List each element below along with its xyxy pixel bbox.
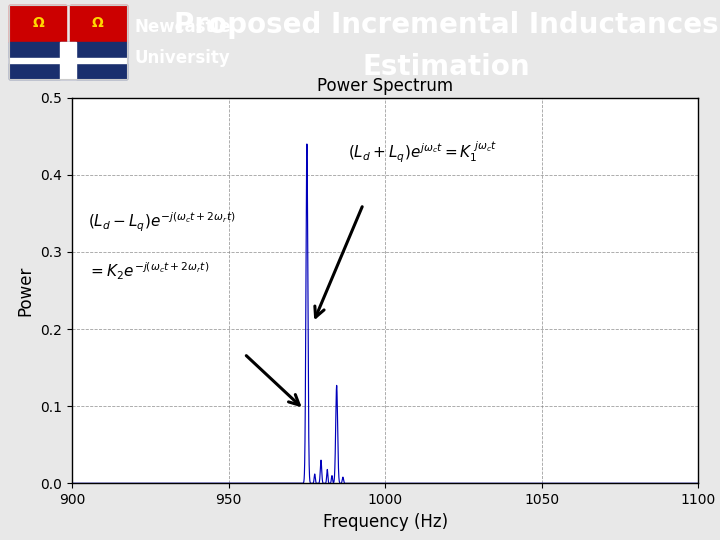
X-axis label: Frequency (Hz): Frequency (Hz) bbox=[323, 512, 448, 531]
Bar bbox=[71, 5, 127, 42]
Bar bbox=[9, 42, 127, 79]
Bar bbox=[9, 58, 127, 63]
Bar bbox=[60, 42, 76, 79]
Text: Ω: Ω bbox=[92, 16, 104, 30]
Bar bbox=[9, 5, 66, 42]
Text: Ω: Ω bbox=[32, 16, 44, 30]
Text: University: University bbox=[135, 49, 230, 67]
Y-axis label: Power: Power bbox=[17, 265, 35, 316]
Text: $(L_d + L_q)e^{j\omega_c t} = K_1^{\ j\omega_c t}$: $(L_d + L_q)e^{j\omega_c t} = K_1^{\ j\o… bbox=[348, 139, 497, 164]
Text: Proposed Incremental Inductances: Proposed Incremental Inductances bbox=[174, 11, 719, 39]
Text: Estimation: Estimation bbox=[363, 53, 530, 81]
Text: $(L_d - L_q)e^{-j(\omega_c t+2\omega_r t)}$: $(L_d - L_q)e^{-j(\omega_c t+2\omega_r t… bbox=[88, 210, 235, 234]
Text: $= K_2 e^{-j(\omega_c t+2\omega_r t)}$: $= K_2 e^{-j(\omega_c t+2\omega_r t)}$ bbox=[88, 260, 209, 282]
Bar bbox=[9, 5, 127, 79]
Text: Newcastle: Newcastle bbox=[135, 18, 231, 36]
Title: Power Spectrum: Power Spectrum bbox=[317, 77, 454, 95]
